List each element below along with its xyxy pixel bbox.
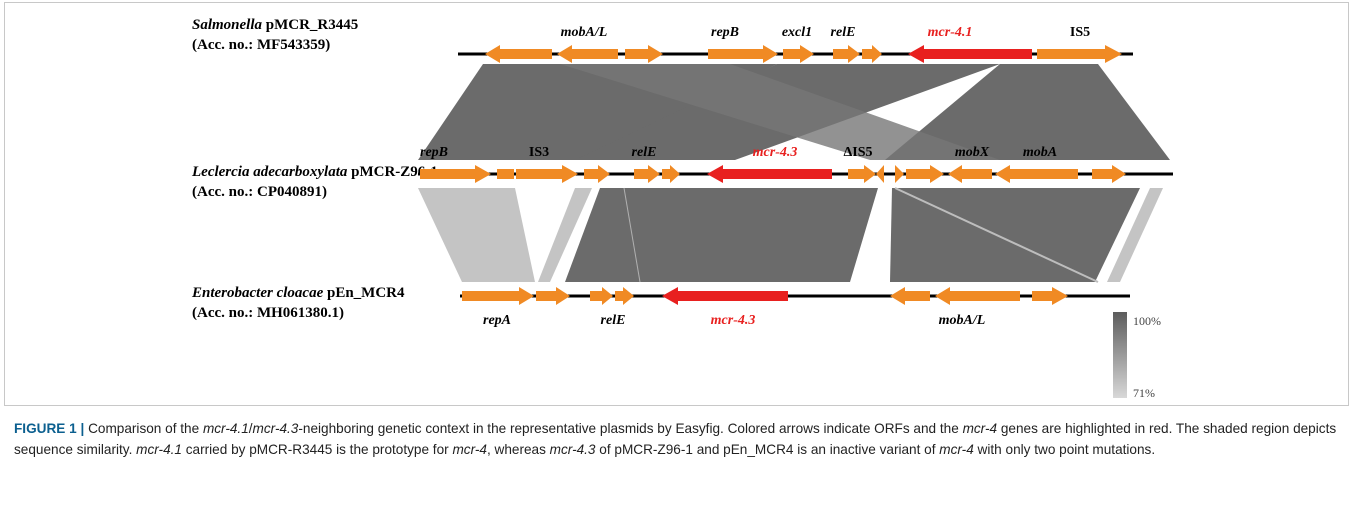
orf-arrow <box>516 165 578 183</box>
track2-name: Leclercia adecarboxylata pMCR-Z96-1 <box>192 164 438 181</box>
caption-segment: mcr-4.1 <box>202 421 249 436</box>
orf-arrow <box>848 165 876 183</box>
orf-arrow <box>708 45 778 63</box>
track1-name: Salmonella pMCR_R3445 <box>192 17 358 34</box>
orf-arrow <box>536 287 570 305</box>
gene-label-repB-t1: repB <box>711 25 739 40</box>
caption-segment: -neighboring genetic context in the repr… <box>298 421 963 436</box>
track2-plasmid: pMCR-Z96-1 <box>351 164 438 180</box>
caption-segment: Comparison of the <box>88 421 203 436</box>
track1-accession: (Acc. no.: MF543359) <box>192 37 331 53</box>
orf-arrow <box>1092 165 1126 183</box>
gene-label-relE-t1: relE <box>831 25 856 40</box>
orf-arrow <box>625 45 663 63</box>
figure-caption: FIGURE 1 | Comparison of the mcr-4.1/mcr… <box>14 418 1344 460</box>
caption-separator: | <box>80 421 85 436</box>
identity-block-t1-t2-d <box>560 64 1000 160</box>
identity-block-t1-t2-c <box>885 64 1170 160</box>
orf-arrow <box>662 165 680 183</box>
gene-label-mcr41-t1: mcr-4.1 <box>928 25 973 40</box>
orf-arrow <box>485 45 552 63</box>
orf-arrow <box>783 45 814 63</box>
figure-caption-label: FIGURE 1 | <box>14 421 84 436</box>
orf-arrow <box>615 287 634 305</box>
gene-label-mobX-t2: mobX <box>955 145 990 160</box>
caption-segment: mcr-4.1 <box>136 442 182 457</box>
gene-label-mobAL-t3: mobA/L <box>939 313 986 328</box>
figure-number: FIGURE 1 <box>14 421 77 436</box>
caption-segment: genes are highlighted in red. The shaded… <box>14 421 1337 457</box>
orf-arrow <box>584 165 610 183</box>
caption-segment: with only two point mutations. <box>973 442 1156 457</box>
gene-label-IS5-t1: IS5 <box>1070 25 1090 40</box>
orf-arrow <box>862 45 882 63</box>
identity-scale-min: 71% <box>1133 386 1155 400</box>
orf-arrow <box>995 165 1078 183</box>
caption-segment: , whereas <box>486 442 550 457</box>
orf-arrow <box>890 287 930 305</box>
identity-block-t2-t3-b <box>538 188 592 282</box>
orf-arrow <box>906 165 944 183</box>
orf-arrow <box>634 165 660 183</box>
gene-label-relE-t3: relE <box>601 313 626 328</box>
easyfig-comparison-figure: mobA/L repB excl1 relE mcr-4.1 IS5 repB … <box>418 25 1173 400</box>
mcr-4-gene-arrow <box>707 165 832 183</box>
orf-arrow <box>935 287 1020 305</box>
gene-label-repB-t2: repB <box>420 145 448 160</box>
caption-segment: mcr-4 <box>452 442 487 457</box>
caption-segment: carried by pMCR-R3445 is the prototype f… <box>181 442 453 457</box>
track3-name: Enterobacter cloacae pEn_MCR4 <box>192 285 405 302</box>
orf-arrow <box>895 165 904 183</box>
gene-label-excl1-t1: excl1 <box>782 25 812 40</box>
identity-block-t2-t3-c <box>565 188 878 282</box>
gene-label-repA-t3: repA <box>483 313 511 328</box>
orf-arrow <box>948 165 992 183</box>
gene-label-relE-t2: relE <box>632 145 657 160</box>
figure-caption-body: Comparison of the mcr-4.1/mcr-4.3-neighb… <box>14 421 1336 457</box>
track3-plasmid: pEn_MCR4 <box>326 285 405 301</box>
caption-segment: mcr-4.3 <box>252 421 299 436</box>
gene-label-mcr43-t2: mcr-4.3 <box>753 145 798 160</box>
orf-arrow <box>420 165 491 183</box>
orf-arrow <box>1032 287 1068 305</box>
caption-segment: mcr-4 <box>962 421 998 436</box>
identity-scale-max: 100% <box>1133 314 1161 328</box>
caption-segment: of pMCR-Z96-1 and pEn_MCR4 is an inactiv… <box>595 442 940 457</box>
track2-accession: (Acc. no.: CP040891) <box>192 184 327 200</box>
gene-label-mcr43-t3: mcr-4.3 <box>711 313 756 328</box>
identity-scale-bar <box>1113 312 1127 398</box>
orf-arrow <box>497 169 514 179</box>
identity-block-t2-t3-e <box>1107 188 1163 282</box>
track3-genus: Enterobacter cloacae <box>192 285 324 301</box>
gene-label-mobAL-t1: mobA/L <box>561 25 608 40</box>
orf-arrow <box>590 287 613 305</box>
caption-segment: mcr-4.3 <box>549 442 596 457</box>
mcr-4-gene-arrow <box>908 45 1032 63</box>
identity-block-t2-t3-a <box>418 188 535 282</box>
orf-arrow <box>876 165 884 183</box>
track3-accession: (Acc. no.: MH061380.1) <box>192 305 345 321</box>
identity-line-t2-t3-b <box>894 187 1099 283</box>
caption-segment: / <box>248 421 253 436</box>
identity-block-t2-t3-d <box>890 188 1140 282</box>
mcr-4-gene-arrow <box>662 287 788 305</box>
identity-line-t2-t3-a <box>623 187 641 283</box>
track1-plasmid: pMCR_R3445 <box>265 17 359 33</box>
orf-arrow <box>1037 45 1122 63</box>
gene-label-mobA-t2: mobA <box>1023 145 1057 160</box>
gene-label-IS3-t2: IS3 <box>529 145 549 160</box>
orf-arrow <box>462 287 534 305</box>
track2-genus: Leclercia adecarboxylata <box>192 164 348 180</box>
gene-label-dIS5-t2: ΔIS5 <box>843 145 872 160</box>
caption-segment: mcr-4 <box>939 442 974 457</box>
track1-genus: Salmonella <box>192 17 263 33</box>
orf-arrow <box>833 45 860 63</box>
orf-arrow <box>557 45 618 63</box>
